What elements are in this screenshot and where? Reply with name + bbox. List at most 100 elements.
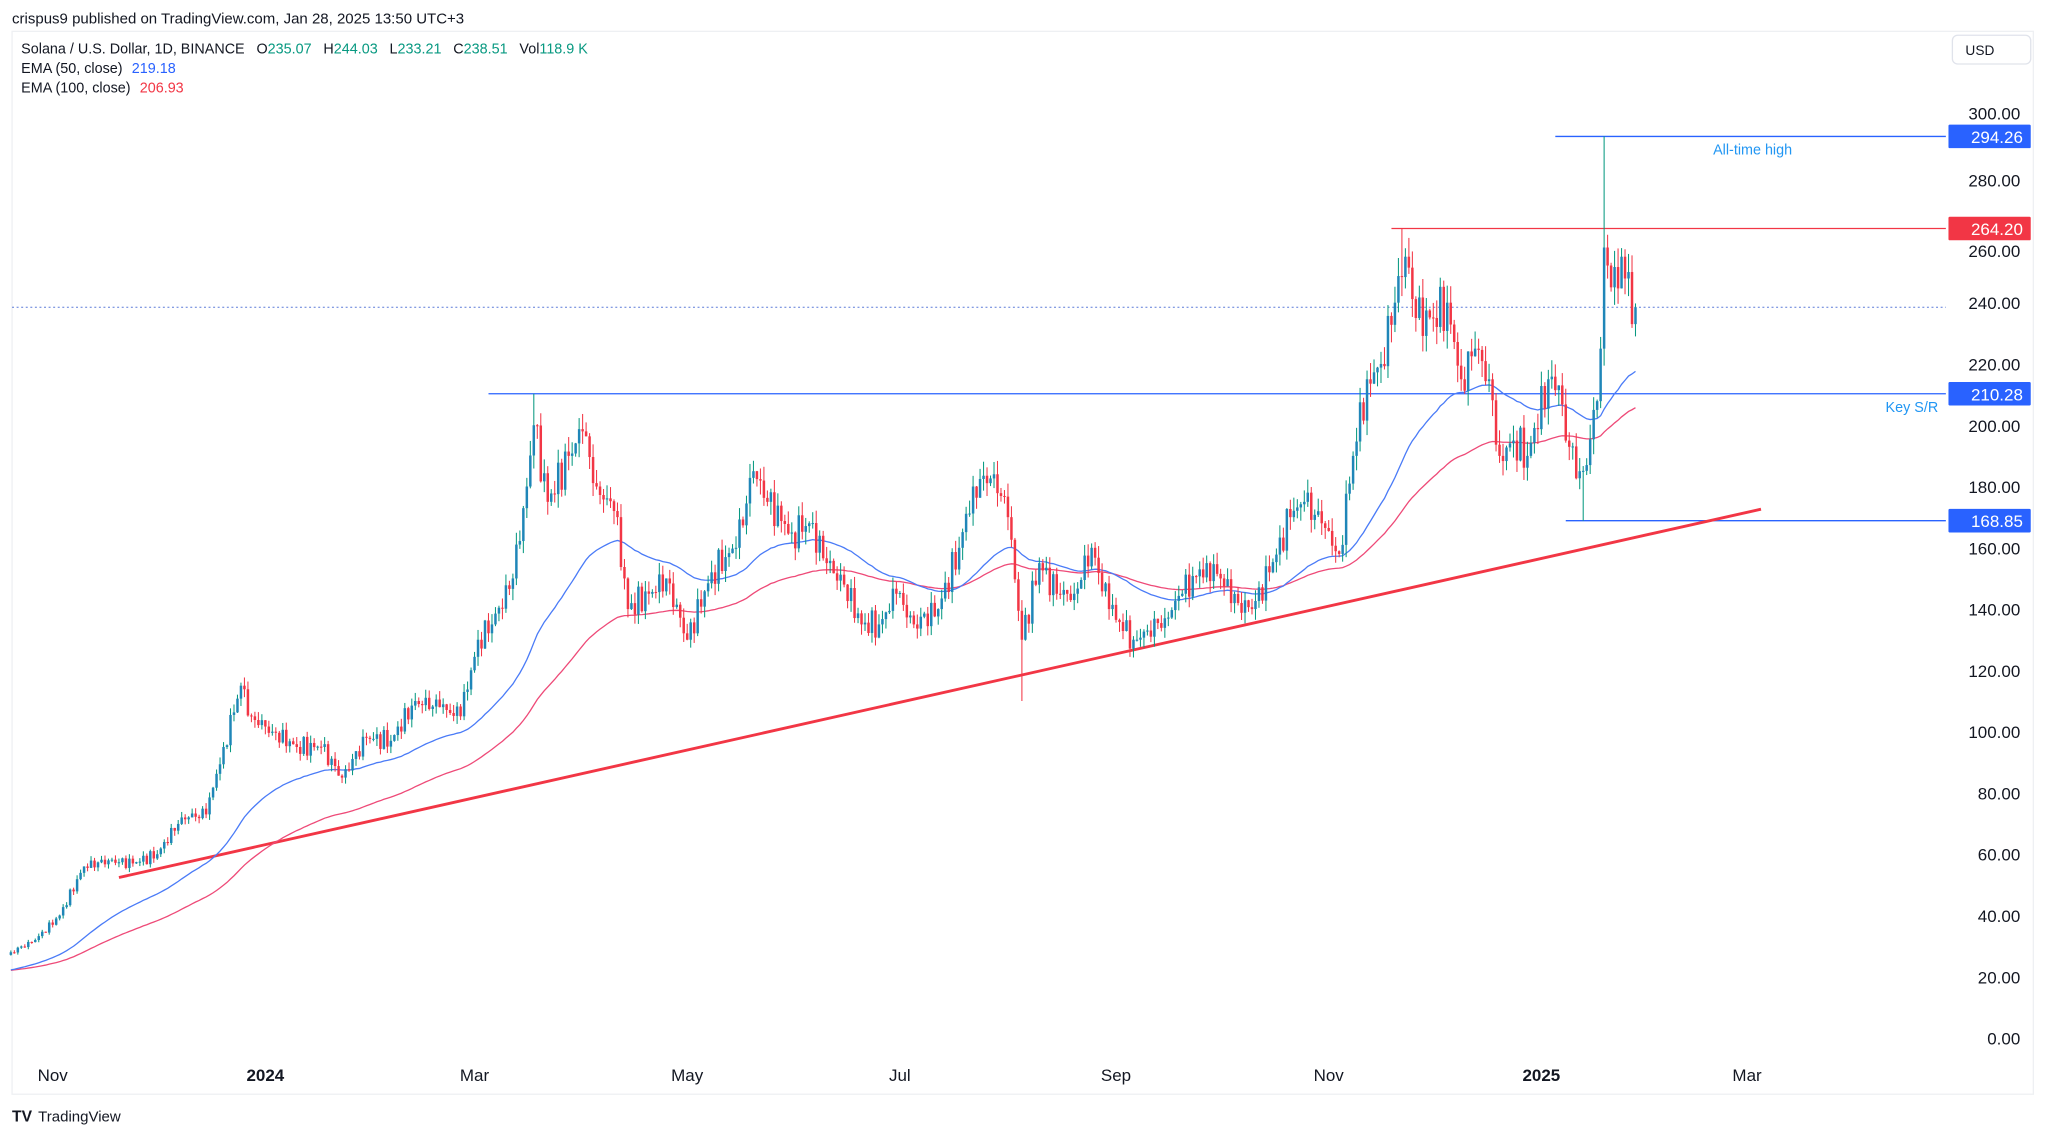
candle bbox=[769, 488, 773, 515]
candle bbox=[1313, 509, 1316, 530]
candle-body bbox=[1459, 365, 1463, 380]
candle bbox=[34, 938, 37, 943]
candle-body bbox=[1100, 572, 1104, 592]
candle-body bbox=[703, 591, 706, 607]
price-tag: 210.28 bbox=[1948, 381, 2031, 406]
candle bbox=[1254, 590, 1257, 620]
candle bbox=[1062, 581, 1065, 606]
candle-body bbox=[1351, 455, 1355, 484]
plot-area[interactable]: All-time high Key S/R bbox=[9, 135, 1946, 971]
candle bbox=[1508, 433, 1512, 452]
candle bbox=[825, 546, 828, 575]
candle bbox=[1529, 435, 1533, 459]
candle-body bbox=[208, 797, 211, 815]
candle-body bbox=[1226, 579, 1229, 587]
candle bbox=[1386, 305, 1390, 378]
candle bbox=[881, 610, 884, 634]
candle bbox=[696, 588, 699, 637]
candle-body bbox=[480, 639, 483, 649]
candle-body bbox=[75, 879, 79, 892]
candle-body bbox=[1034, 580, 1038, 585]
ema100-legend[interactable]: EMA (100, close) 206.93 bbox=[21, 81, 184, 97]
candle bbox=[595, 470, 598, 490]
candle bbox=[1536, 413, 1540, 445]
time-axis[interactable]: Nov 2024 Mar May Jul Sep Nov 2025 Mar bbox=[38, 1066, 1762, 1085]
candle bbox=[1550, 360, 1554, 389]
candle-body bbox=[1271, 562, 1275, 573]
candle-body bbox=[1135, 639, 1139, 641]
candle bbox=[201, 806, 204, 820]
candle bbox=[229, 708, 232, 753]
candle-body bbox=[1515, 440, 1519, 461]
candle bbox=[264, 720, 267, 735]
candle bbox=[149, 849, 152, 868]
candle bbox=[1201, 557, 1205, 584]
candle bbox=[1181, 590, 1184, 597]
candle-body bbox=[710, 572, 713, 584]
candle-body bbox=[828, 560, 832, 564]
candle bbox=[340, 774, 344, 784]
candle bbox=[441, 698, 445, 714]
candle-body bbox=[912, 615, 916, 625]
candle bbox=[637, 581, 640, 624]
ema100-line[interactable] bbox=[10, 407, 1636, 971]
candle-body bbox=[86, 866, 89, 868]
candle bbox=[905, 594, 909, 628]
candle-body bbox=[1386, 315, 1390, 367]
candle bbox=[30, 941, 34, 944]
candle bbox=[400, 718, 403, 739]
candle bbox=[930, 592, 933, 636]
candle bbox=[738, 508, 741, 560]
candle-body bbox=[82, 866, 86, 873]
volume-label: Vol bbox=[519, 42, 539, 58]
candle-body bbox=[1027, 614, 1031, 624]
legend: Solana / U.S. Dollar, 1D, BINANCE O235.0… bbox=[21, 42, 588, 97]
legend-symbol: Solana / U.S. Dollar, 1D, BINANCE bbox=[21, 42, 244, 58]
tradingview-logo[interactable]: TV TradingView bbox=[12, 1109, 121, 1126]
candle bbox=[1456, 332, 1459, 383]
candle-body bbox=[672, 583, 675, 608]
candle-body bbox=[797, 515, 801, 549]
candle bbox=[846, 584, 849, 609]
support-trendline[interactable] bbox=[118, 507, 1762, 879]
candle-body bbox=[1062, 589, 1065, 595]
candle-body bbox=[1072, 593, 1076, 601]
candle-body bbox=[337, 766, 340, 776]
candle bbox=[609, 487, 612, 508]
candle-body bbox=[427, 697, 431, 709]
candle bbox=[598, 481, 602, 505]
ema50-legend[interactable]: EMA (50, close) 219.18 bbox=[21, 61, 176, 77]
candle bbox=[1578, 458, 1581, 490]
candle-body bbox=[128, 858, 131, 868]
candle-body bbox=[1086, 555, 1090, 567]
candle bbox=[403, 702, 407, 735]
candle bbox=[1034, 569, 1038, 587]
candle-body bbox=[1146, 630, 1149, 632]
candle-body bbox=[448, 709, 452, 713]
price-axis[interactable]: 300.00 280.00 260.00 240.00 220.00 200.00 180.… bbox=[1968, 104, 2020, 1048]
candle-body bbox=[1052, 574, 1055, 596]
candle-body bbox=[389, 740, 393, 747]
candle-body bbox=[619, 517, 623, 568]
candle bbox=[1494, 392, 1498, 452]
candle bbox=[1526, 441, 1529, 481]
candle-body bbox=[1606, 247, 1609, 266]
candle bbox=[236, 694, 239, 713]
x-tick-label: Mar bbox=[1732, 1066, 1762, 1085]
candle bbox=[1013, 537, 1017, 583]
candle bbox=[630, 594, 633, 610]
currency-button[interactable]: USD bbox=[1951, 34, 2032, 65]
candle-body bbox=[985, 475, 989, 484]
candle-body bbox=[271, 731, 274, 733]
candle-body bbox=[1261, 587, 1264, 601]
candle-body bbox=[490, 624, 494, 634]
candle-body bbox=[1275, 554, 1278, 563]
candle bbox=[1275, 548, 1278, 573]
candle bbox=[121, 857, 124, 865]
candle bbox=[762, 466, 766, 506]
candle-body bbox=[1491, 379, 1494, 401]
candle-body bbox=[602, 494, 605, 500]
candle-body bbox=[1407, 256, 1411, 268]
candle bbox=[61, 904, 65, 919]
